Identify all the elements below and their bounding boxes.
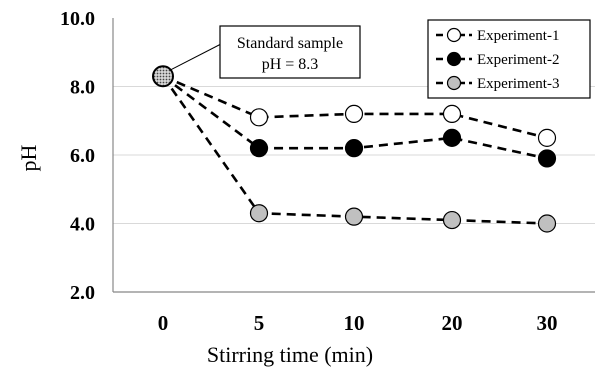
y-axis-label: pH xyxy=(16,144,41,171)
x-axis-label: Stirring time (min) xyxy=(207,342,373,367)
x-tick-label: 0 xyxy=(158,311,169,335)
annotation-box xyxy=(219,25,361,79)
x-tick-label: 5 xyxy=(254,311,265,335)
annotation: Standard sample pH = 8.3 xyxy=(169,25,361,79)
data-point xyxy=(537,149,557,168)
data-point xyxy=(344,104,364,124)
data-point xyxy=(442,104,462,124)
legend-label: Experiment-1 xyxy=(477,28,559,44)
data-point xyxy=(249,139,269,158)
legend-label: Experiment-2 xyxy=(477,52,559,68)
standard-sample-point xyxy=(152,65,174,88)
data-point xyxy=(344,139,364,158)
data-point xyxy=(537,214,557,233)
x-tick-labels: 0 5 10 20 30 xyxy=(158,311,558,335)
legend-marker xyxy=(446,27,462,43)
x-tick-label: 20 xyxy=(442,311,463,335)
legend-marker xyxy=(446,75,462,91)
y-tick-label: 2.0 xyxy=(70,282,95,304)
data-point xyxy=(249,204,269,223)
y-tick-labels: 2.0 4.0 6.0 8.0 10.0 xyxy=(60,8,95,304)
x-tick-label: 30 xyxy=(537,311,558,335)
data-point xyxy=(442,128,462,147)
y-tick-label: 4.0 xyxy=(70,214,95,236)
data-point xyxy=(537,128,557,147)
x-tick-label: 10 xyxy=(344,311,365,335)
annotation-line-1: Standard sample xyxy=(237,35,343,52)
data-point xyxy=(249,108,269,127)
legend-marker xyxy=(446,51,462,67)
y-tick-label: 6.0 xyxy=(70,145,95,167)
series-layer xyxy=(152,65,557,233)
data-point xyxy=(344,207,364,226)
annotation-leader-line xyxy=(169,43,222,71)
data-point xyxy=(442,210,462,230)
annotation-line-2: pH = 8.3 xyxy=(262,56,319,73)
axes xyxy=(112,18,595,293)
y-tick-label: 10.0 xyxy=(60,8,95,30)
legend: Experiment-1 Experiment-2 Experiment-3 xyxy=(427,19,591,99)
y-tick-label: 8.0 xyxy=(70,77,95,99)
legend-label: Experiment-3 xyxy=(477,76,559,92)
